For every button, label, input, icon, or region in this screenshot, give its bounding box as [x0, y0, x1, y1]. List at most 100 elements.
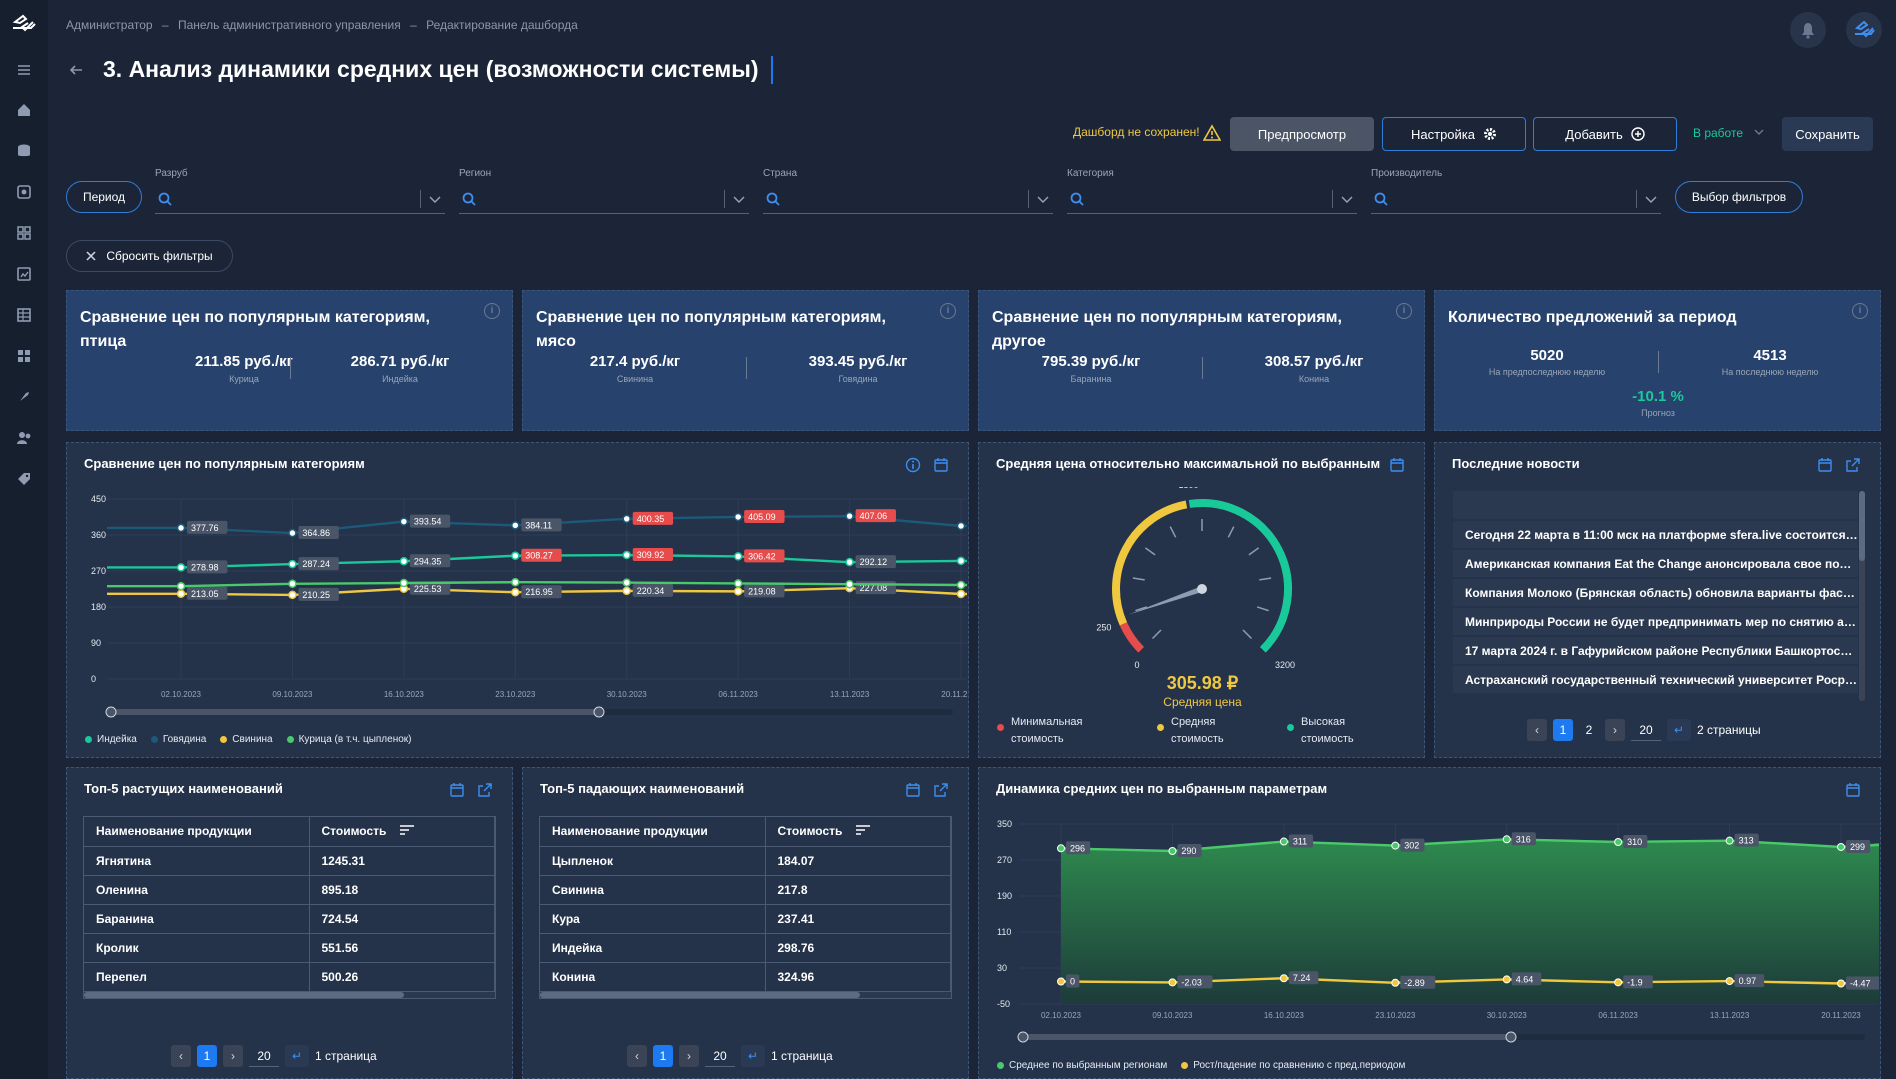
info-icon[interactable]: i: [1396, 303, 1412, 319]
prev-page-button[interactable]: ‹: [627, 1045, 647, 1067]
sidebar: [0, 0, 48, 1079]
user-avatar[interactable]: [1846, 12, 1882, 48]
calendar-icon[interactable]: [1817, 457, 1833, 473]
breadcrumb-item[interactable]: Панель административного управления: [177, 18, 401, 32]
scrollbar-thumb[interactable]: [540, 991, 860, 998]
gauge-arc: [1112, 500, 1188, 626]
breadcrumb-item[interactable]: Администратор: [66, 18, 153, 32]
table-row[interactable]: Конина 324.96: [540, 962, 951, 992]
filter-country[interactable]: Страна: [763, 168, 1053, 214]
data-point: [288, 528, 297, 538]
widgets-icon[interactable]: [14, 346, 34, 366]
external-link-icon[interactable]: [933, 782, 949, 798]
prev-page-button[interactable]: ‹: [171, 1045, 191, 1067]
choose-filters-button[interactable]: Выбор фильтров: [1675, 181, 1803, 213]
database-icon[interactable]: [14, 141, 34, 161]
legend-item[interactable]: Индейка: [85, 734, 137, 745]
preview-button[interactable]: Предпросмотр: [1230, 117, 1374, 151]
back-arrow-icon[interactable]: [68, 62, 84, 78]
notifications-button[interactable]: [1790, 12, 1826, 48]
filter-cut[interactable]: Разруб: [155, 168, 445, 214]
page-button[interactable]: 1: [653, 1045, 673, 1067]
calendar-icon[interactable]: [1845, 782, 1861, 798]
period-button[interactable]: Период: [66, 181, 142, 213]
filter-manufacturer[interactable]: Производитель: [1371, 168, 1661, 214]
news-scrollbar[interactable]: [1859, 491, 1865, 701]
news-item[interactable]: Компания Молоко (Брянская область) обнов…: [1453, 579, 1858, 607]
table-row[interactable]: Свинина 217.8: [540, 875, 951, 905]
page-button[interactable]: 1: [1553, 719, 1573, 741]
external-link-icon[interactable]: [1845, 457, 1861, 473]
calendar-icon[interactable]: [905, 782, 921, 798]
legend-dot: [1287, 724, 1294, 731]
news-item[interactable]: Сегодня 22 марта в 11:00 мск на платформ…: [1453, 521, 1858, 549]
enter-icon[interactable]: ↵: [741, 1045, 765, 1067]
filter-category[interactable]: Категория: [1067, 168, 1357, 214]
column-header[interactable]: Наименование продукции: [540, 817, 766, 847]
page-size-input[interactable]: 20: [705, 1046, 735, 1067]
legend-item[interactable]: Курица (в т.ч. цыпленок): [286, 734, 412, 745]
data-point: [288, 559, 297, 569]
info-icon[interactable]: i: [1852, 303, 1868, 319]
page-size-input[interactable]: 20: [249, 1046, 279, 1067]
news-panel: Последние новости Сегодня 22 марта в 11:…: [1434, 442, 1881, 758]
table-row[interactable]: Ягнятина 1245.31: [84, 846, 495, 876]
legend-item[interactable]: Говядина: [150, 734, 206, 745]
info-icon[interactable]: i: [484, 303, 500, 319]
report-icon[interactable]: [14, 264, 34, 284]
calendar-icon[interactable]: [1389, 457, 1405, 473]
calendar-icon[interactable]: [933, 457, 949, 473]
menu-icon[interactable]: [14, 60, 34, 80]
home-icon[interactable]: [14, 100, 34, 120]
table-row[interactable]: Цыпленок 184.07: [540, 846, 951, 876]
calendar-icon[interactable]: [449, 782, 465, 798]
enter-icon[interactable]: ↵: [1667, 719, 1691, 741]
enter-icon[interactable]: ↵: [285, 1045, 309, 1067]
table-row[interactable]: Перепел 500.26: [84, 962, 495, 992]
page-button[interactable]: 1: [197, 1045, 217, 1067]
news-item[interactable]: Минприроды России не будет предпринимать…: [1453, 608, 1858, 636]
add-button[interactable]: Добавить: [1533, 117, 1677, 151]
dashboard-icon[interactable]: [14, 223, 34, 243]
legend-item[interactable]: Свинина: [220, 734, 273, 745]
news-item[interactable]: Американская компания Eat the Change ано…: [1453, 550, 1858, 578]
data-label-bg: [855, 509, 896, 523]
table-icon[interactable]: [14, 305, 34, 325]
table-row[interactable]: Баранина 724.54: [84, 904, 495, 934]
prev-page-button[interactable]: ‹: [1527, 719, 1547, 741]
table-scrollbar[interactable]: [84, 991, 495, 998]
next-page-button[interactable]: ›: [679, 1045, 699, 1067]
filter-region[interactable]: Регион: [459, 168, 749, 214]
logo-icon[interactable]: [11, 14, 37, 36]
save-button[interactable]: Сохранить: [1782, 117, 1873, 151]
news-item[interactable]: 17 марта 2024 г. в Гафурийском районе Ре…: [1453, 637, 1858, 665]
scrollbar-thumb[interactable]: [1859, 491, 1865, 561]
cell: Цыпленок: [540, 846, 766, 876]
table-row[interactable]: Индейка 298.76: [540, 933, 951, 963]
legend-item[interactable]: Среднее по выбранным регионам: [997, 1060, 1167, 1071]
page-size-input[interactable]: 20: [1631, 720, 1661, 741]
status-select[interactable]: В работе: [1693, 126, 1764, 140]
table-row[interactable]: Оленина 895.18: [84, 875, 495, 905]
table-scrollbar[interactable]: [540, 991, 951, 998]
legend-item[interactable]: Рост/падение по сравнению с пред.периодо…: [1181, 1060, 1405, 1071]
settings-button[interactable]: Настройка: [1382, 117, 1526, 151]
news-item[interactable]: Астраханский государственный технический…: [1453, 666, 1858, 694]
reset-filters-button[interactable]: Сбросить фильтры: [66, 240, 233, 272]
rocket-icon[interactable]: [14, 387, 34, 407]
info-circle-icon[interactable]: [905, 457, 921, 473]
column-header[interactable]: Стоимость: [309, 817, 495, 847]
column-header[interactable]: Стоимость: [765, 817, 951, 847]
page-button[interactable]: 2: [1585, 723, 1593, 737]
scrollbar-thumb[interactable]: [84, 991, 404, 998]
users-icon[interactable]: [14, 428, 34, 448]
next-page-button[interactable]: ›: [1605, 719, 1625, 741]
table-row[interactable]: Кура 237.41: [540, 904, 951, 934]
column-header[interactable]: Наименование продукции: [84, 817, 310, 847]
tag-icon[interactable]: [14, 469, 34, 489]
next-page-button[interactable]: ›: [223, 1045, 243, 1067]
external-link-icon[interactable]: [477, 782, 493, 798]
info-icon[interactable]: i: [940, 303, 956, 319]
table-row[interactable]: Кролик 551.56: [84, 933, 495, 963]
gear-box-icon[interactable]: [14, 182, 34, 202]
